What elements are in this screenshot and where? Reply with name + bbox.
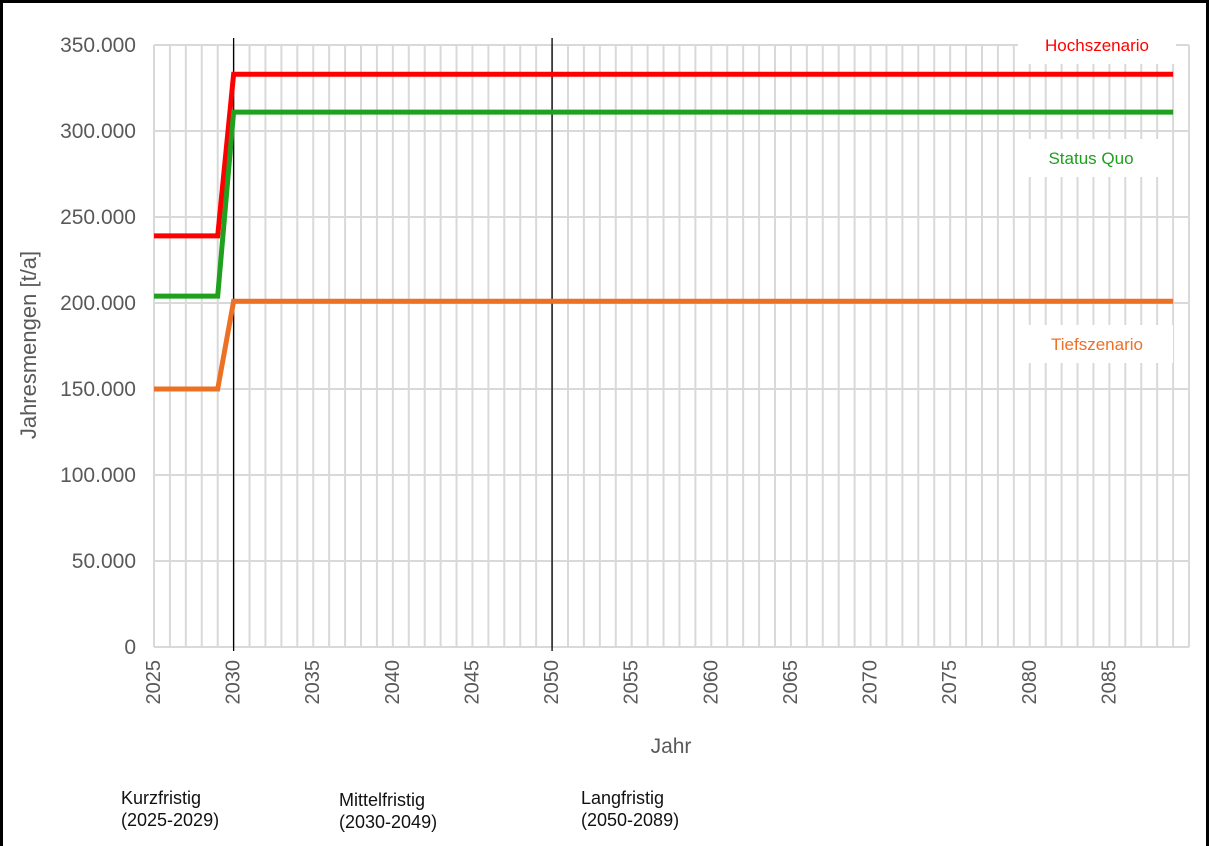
x-tick-label: 2060 bbox=[700, 660, 722, 705]
y-tick-label: 350.000 bbox=[60, 34, 136, 57]
legend-label-background bbox=[1017, 139, 1165, 177]
period-medium-term: Mittelfristig (2030-2049) bbox=[339, 789, 437, 833]
x-tick-label: 2035 bbox=[302, 660, 324, 705]
x-tick-label: 2085 bbox=[1098, 660, 1120, 705]
series-line bbox=[154, 298, 1174, 392]
series-line bbox=[154, 71, 1174, 239]
y-tick-label: 200.000 bbox=[60, 292, 136, 315]
period-long-term-range: (2050-2089) bbox=[581, 810, 680, 830]
period-short-term-name: Kurzfristig bbox=[121, 788, 202, 808]
y-tick-label: 150.000 bbox=[60, 378, 136, 401]
x-tick-label: 2080 bbox=[1019, 660, 1041, 705]
period-medium-term-name: Mittelfristig bbox=[339, 790, 426, 810]
x-tick-label: 2075 bbox=[939, 660, 961, 705]
period-long-term-name: Langfristig bbox=[581, 788, 665, 808]
y-axis-title: Jahresmengen [t/a] bbox=[16, 251, 41, 439]
x-tick-label: 2055 bbox=[621, 660, 643, 705]
legend-label: Hochszenario bbox=[1045, 36, 1149, 55]
period-medium-term-range: (2030-2049) bbox=[339, 812, 438, 832]
x-tick-label: 2045 bbox=[461, 660, 483, 705]
x-tick-label: 2065 bbox=[780, 660, 802, 705]
x-tick-label: 2030 bbox=[223, 660, 245, 705]
x-tick-label: 2025 bbox=[143, 660, 165, 705]
y-tick-label: 300.000 bbox=[60, 120, 136, 143]
legend-label: Tiefszenario bbox=[1051, 335, 1143, 354]
x-tick-label: 2070 bbox=[860, 660, 882, 705]
legend-label-background bbox=[1021, 325, 1173, 363]
x-tick-label: 2040 bbox=[382, 660, 404, 705]
period-short-term: Kurzfristig (2025-2029) bbox=[121, 787, 219, 831]
y-tick-label: 50.000 bbox=[72, 550, 136, 573]
legend-label: Status Quo bbox=[1048, 149, 1133, 168]
period-long-term: Langfristig (2050-2089) bbox=[581, 787, 679, 831]
series-line bbox=[154, 109, 1174, 299]
legend-label-background bbox=[1018, 26, 1176, 64]
x-axis-title: Jahr bbox=[651, 735, 692, 758]
period-short-term-range: (2025-2029) bbox=[121, 810, 220, 830]
x-tick-label: 2050 bbox=[541, 660, 563, 705]
y-tick-label: 0 bbox=[124, 636, 136, 659]
y-tick-label: 250.000 bbox=[60, 206, 136, 229]
y-tick-label: 100.000 bbox=[60, 464, 136, 487]
